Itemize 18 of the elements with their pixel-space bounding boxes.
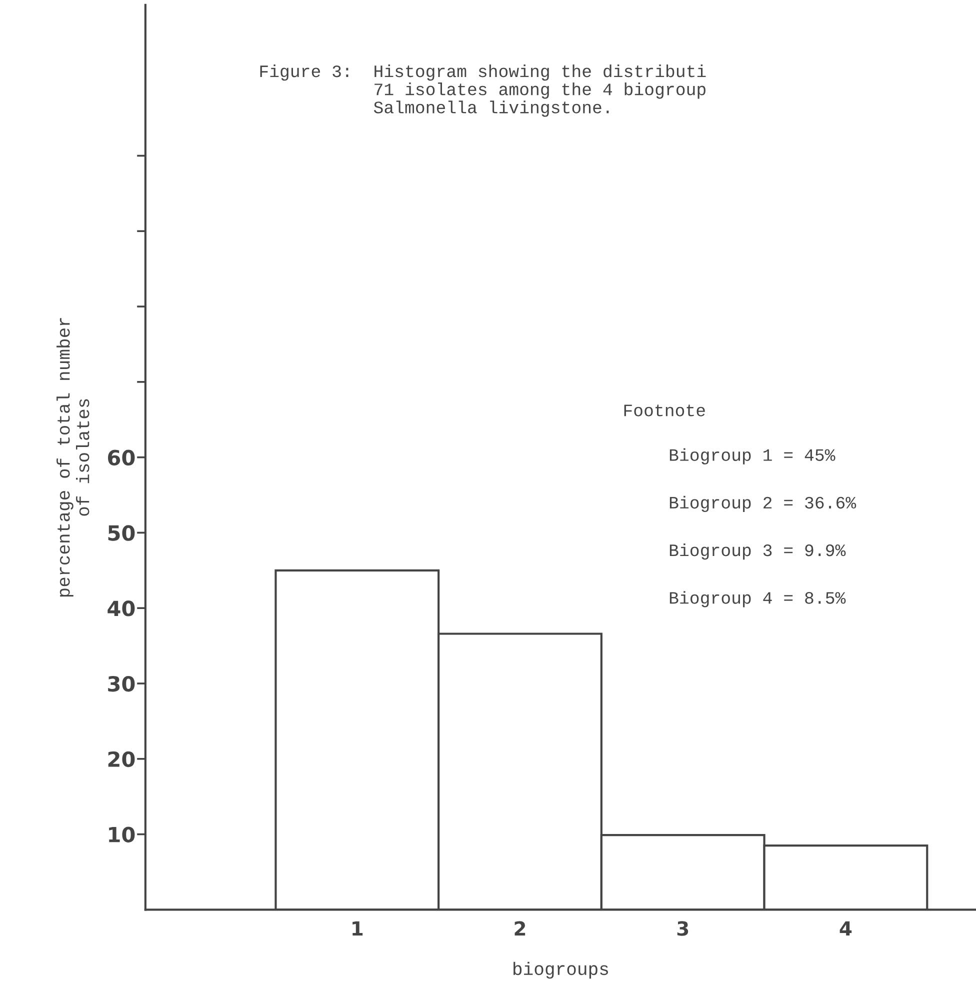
annotation: Biogroup 3 = 9.9% xyxy=(670,543,846,560)
x-tick-label: 2 xyxy=(514,921,526,936)
x-tick-label: 1 xyxy=(352,921,363,936)
x-tick-label: 4 xyxy=(840,921,852,936)
x-tick-label: 3 xyxy=(677,921,688,936)
x-axis-title: biogroups xyxy=(514,962,608,979)
y-axis-title: percentage of total number of isolates xyxy=(56,318,90,597)
y-tick-label: 20 xyxy=(108,751,135,768)
annotation: Biogroup 4 = 8.5% xyxy=(670,591,846,608)
y-tick-label: 10 xyxy=(109,826,135,842)
annotation: Biogroup 2 = 36.6% xyxy=(670,496,856,512)
annotation: Footnote xyxy=(624,404,705,416)
text: Figure 3: Histogram showing the distributi 71 isolates among the 4 biogroup Salmonella livingstone. xyxy=(260,64,706,117)
annotation: Biogroup 1 = 45% xyxy=(670,448,836,464)
y-tick-label: 30 xyxy=(108,676,135,692)
y-tick-label: 50 xyxy=(108,525,135,541)
y-tick-label: 40 xyxy=(108,600,135,616)
y-tick-label: 60 xyxy=(108,450,135,466)
